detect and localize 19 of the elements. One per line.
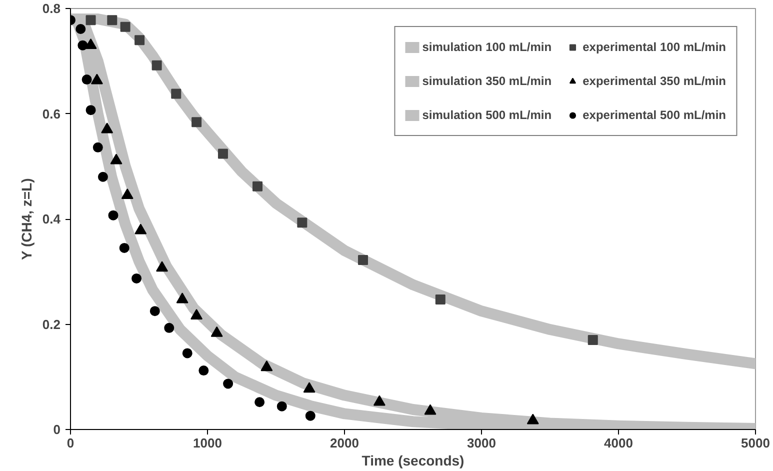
x-tick-label: 2000 (330, 436, 359, 450)
legend-label: simulation 100 mL/min (422, 40, 552, 54)
x-tick-label: 0 (66, 436, 74, 450)
legend-label: simulation 500 mL/min (422, 108, 552, 122)
legend-label: experimental 100 mL/min (582, 40, 726, 54)
x-tick-label: 3000 (467, 436, 496, 450)
y-tick-label: 0 (53, 422, 61, 437)
y-tick-label: 0.6 (42, 106, 61, 122)
x-axis-title: Time (seconds) (362, 452, 464, 468)
y-tick-label: 0.8 (42, 1, 61, 16)
y-axis-title: Y (CH4, z=L) (18, 178, 34, 260)
x-tick-label: 5000 (741, 436, 770, 450)
x-tick-label: 1000 (193, 436, 222, 450)
y-tick-label: 0.2 (42, 316, 61, 332)
legend-label: simulation 350 mL/min (422, 74, 552, 88)
legend-label: experimental 500 mL/min (582, 108, 726, 122)
y-tick-label: 0.4 (42, 212, 62, 226)
legend-label: experimental 350 mL/min (582, 74, 726, 88)
x-tick-label: 4000 (604, 436, 633, 450)
